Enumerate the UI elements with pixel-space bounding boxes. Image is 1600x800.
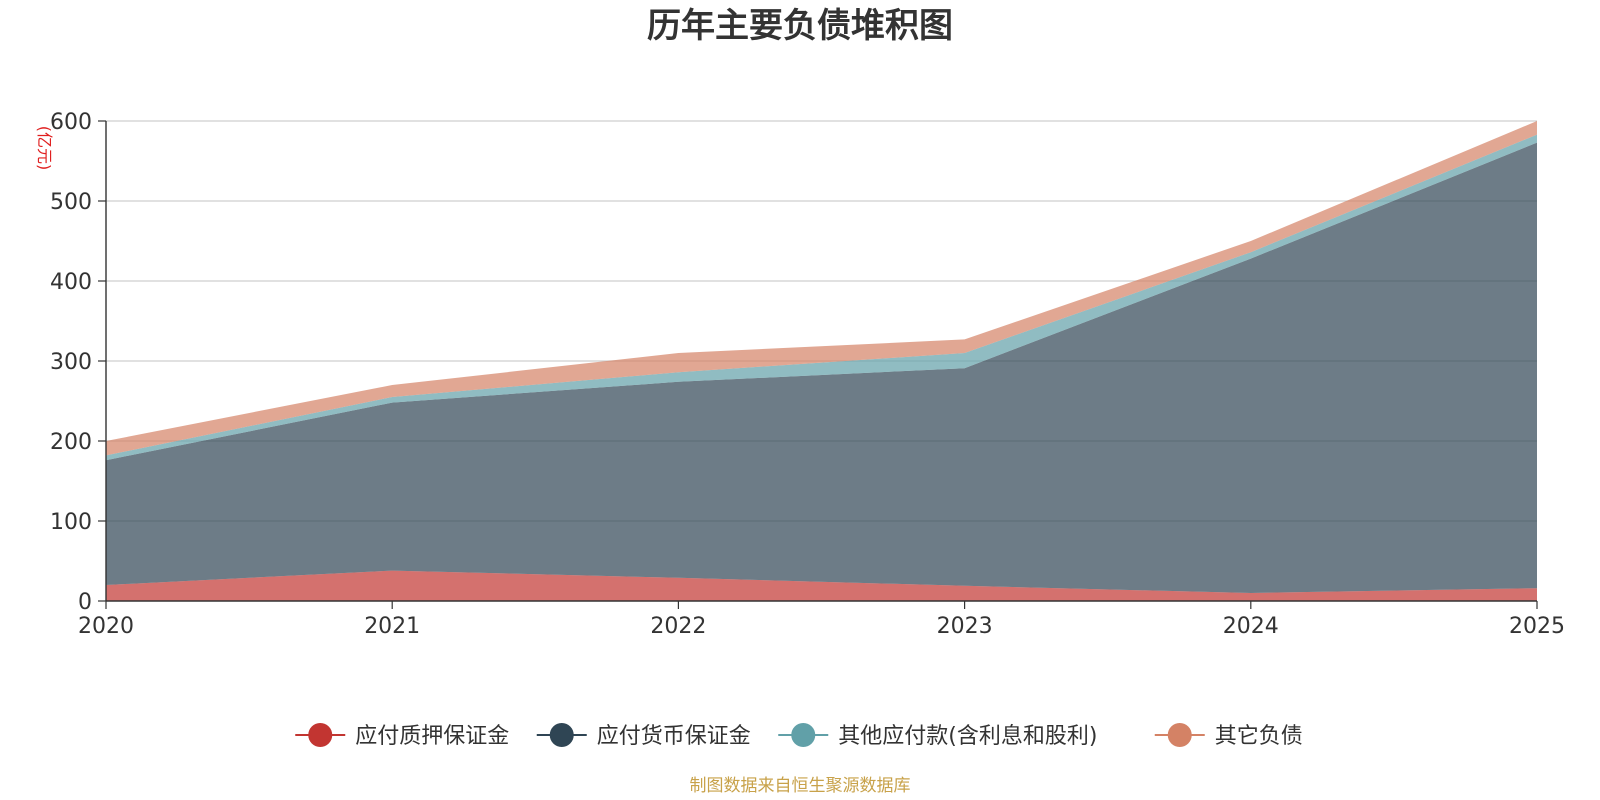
legend-label: 其它负债 <box>1215 724 1303 749</box>
x-tick-label: 2025 <box>1509 614 1565 639</box>
legend-label: 应付货币保证金 <box>597 724 751 749</box>
legend-circle-icon <box>1167 723 1192 747</box>
area-series-1 <box>106 570 1537 601</box>
y-tick-label: 200 <box>50 430 92 455</box>
x-tick-label: 2023 <box>937 614 993 639</box>
x-tick-label: 2024 <box>1223 614 1279 639</box>
area-series-4 <box>106 121 1537 456</box>
legend-label: 应付质押保证金 <box>355 724 509 749</box>
y-tick-label: 100 <box>50 510 92 535</box>
legend-item-3[interactable]: 其他应付款(含利息和股利) <box>778 723 1097 749</box>
legend-circle-icon <box>308 723 333 747</box>
legend-label: 其他应付款(含利息和股利) <box>838 724 1097 749</box>
y-tick-label: 500 <box>50 190 92 215</box>
area-series-3 <box>106 134 1537 461</box>
axes: 0 100 200 300 400 500 600 2020 2021 2022 2023 2024 2… <box>50 110 1565 639</box>
chart-title: 历年主要负债堆积图 <box>647 6 953 46</box>
source-note: 制图数据来自恒生聚源数据库 <box>690 776 911 796</box>
y-tick-label: 0 <box>78 590 92 615</box>
y-tick-label: 400 <box>50 270 92 295</box>
legend-circle-icon <box>791 723 816 747</box>
legend-circle-icon <box>549 723 574 747</box>
legend-item-1[interactable]: 应付质押保证金 <box>295 723 509 749</box>
legend-item-2[interactable]: 应付货币保证金 <box>536 723 751 749</box>
y-tick-label: 300 <box>50 350 92 375</box>
y-axis-unit-label: (亿元) <box>35 126 54 171</box>
x-tick-label: 2022 <box>650 614 706 639</box>
legend: 应付质押保证金 应付货币保证金 其他应付款(含利息和股利) 其它负债 <box>295 723 1303 749</box>
area-series-2 <box>106 142 1537 593</box>
y-tick-label: 600 <box>50 110 92 135</box>
legend-item-4[interactable]: 其它负债 <box>1154 723 1303 749</box>
x-tick-label: 2020 <box>78 614 134 639</box>
area-series <box>106 121 1537 601</box>
x-tick-label: 2021 <box>364 614 420 639</box>
